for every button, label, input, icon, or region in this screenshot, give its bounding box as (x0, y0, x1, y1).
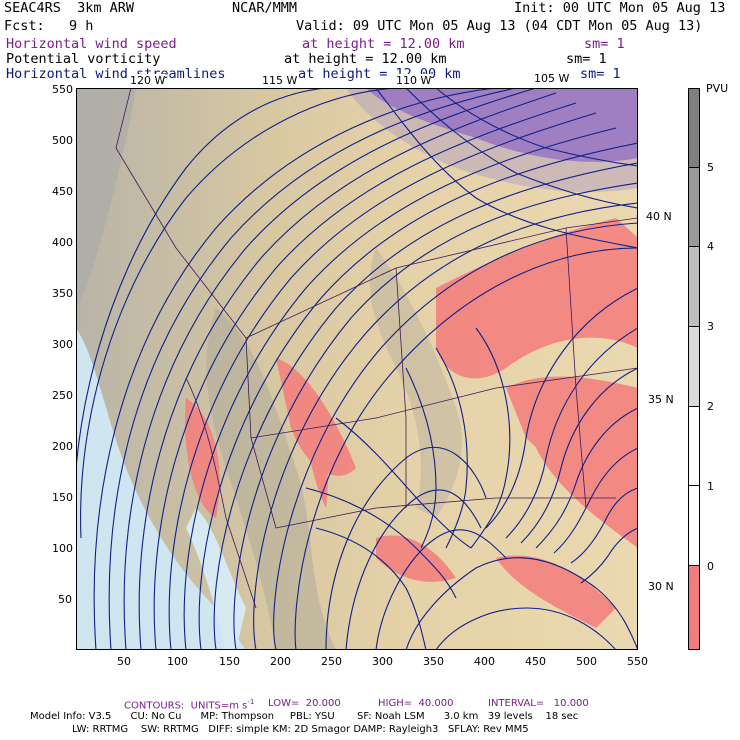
x-tick-200: 200 (270, 655, 291, 668)
field-2-sm: sm= 1 (566, 51, 607, 67)
colorbar-swatch-5 (688, 406, 700, 486)
footer-low: LOW= 20.000 (268, 698, 341, 709)
x-tick-550: 550 (627, 655, 648, 668)
init-time: Init: 00 UTC Mon 05 Aug 13 (514, 0, 726, 16)
x-tick-150: 150 (219, 655, 240, 668)
map-panel (76, 88, 638, 650)
field-1-name: Horizontal wind speed (6, 36, 177, 52)
mountain-shading-2 (369, 248, 463, 518)
jet-core (366, 88, 638, 162)
colorbar-label-1: 1 (707, 480, 714, 493)
colorbar-swatch-2 (688, 167, 700, 247)
y-tick-350: 350 (52, 287, 73, 300)
field-1-sm: sm= 1 (584, 36, 625, 52)
y-tick-400: 400 (52, 236, 73, 249)
x-tick-400: 400 (474, 655, 495, 668)
x-tick-50: 50 (117, 655, 131, 668)
colorbar-swatch-1 (688, 88, 700, 168)
lat-label-40n: 40 N (646, 210, 672, 223)
title-left: SEAC4RS 3km ARW (4, 0, 135, 16)
contours-units-sup: -1 (247, 698, 255, 706)
lon-label-105w: 105 W (534, 72, 570, 85)
y-tick-500: 500 (52, 134, 73, 147)
field-3-sm: sm= 1 (580, 66, 621, 82)
forecast-hour: Fcst: 9 h (4, 18, 94, 34)
high-terrain-nw (76, 88, 136, 308)
y-tick-250: 250 (52, 389, 73, 402)
y-tick-450: 450 (52, 185, 73, 198)
y-tick-150: 150 (52, 491, 73, 504)
colorbar-label-2: 2 (707, 400, 714, 413)
lon-label-115w: 115 W (262, 74, 298, 87)
colorbar-label-4: 4 (707, 240, 714, 253)
colorbar-swatch-7 (688, 565, 700, 650)
lat-label-35n: 35 N (648, 393, 674, 406)
colorbar-swatch-3 (688, 246, 700, 327)
y-tick-100: 100 (52, 542, 73, 555)
streamlines (76, 88, 638, 650)
valid-time: Valid: 09 UTC Mon 05 Aug 13 (04 CDT Mon … (296, 18, 703, 34)
y-tick-50: 50 (58, 593, 72, 606)
mountain-shading (206, 308, 336, 650)
map-frame (76, 88, 638, 650)
footer-contours: CONTOURS: UNITS=m s-1 (124, 698, 254, 711)
x-tick-500: 500 (576, 655, 597, 668)
lon-label-110w: 110 W (396, 74, 432, 87)
y-tick-300: 300 (52, 338, 73, 351)
wind-speed-contour (346, 88, 638, 192)
x-tick-450: 450 (525, 655, 546, 668)
lon-label-120w: 120 W (130, 74, 166, 87)
colorbar-label-0: 0 (707, 560, 714, 573)
field-3-height: at height = 12.00 km (298, 66, 461, 82)
field-2-height: at height = 12.00 km (284, 51, 447, 67)
colorbar-unit: PVU (706, 82, 729, 95)
colorbar-label-3: 3 (707, 320, 714, 333)
lat-label-30n: 30 N (648, 580, 674, 593)
footer-model-info: Model Info: V3.5 CU: No Cu MP: Thompson … (30, 711, 579, 722)
y-tick-550: 550 (52, 83, 73, 96)
x-tick-250: 250 (321, 655, 342, 668)
political-boundaries (115, 88, 638, 609)
footer-interval: INTERVAL= 10.000 (488, 698, 589, 709)
x-tick-350: 350 (423, 655, 444, 668)
gulf-of-california (186, 508, 246, 650)
title-center: NCAR/MMM (232, 0, 298, 16)
ocean-area (76, 328, 246, 650)
x-tick-300: 300 (372, 655, 393, 668)
field-3-name: Horizontal wind streamlines (6, 66, 226, 82)
field-1-height: at height = 12.00 km (302, 36, 465, 52)
footer-high: HIGH= 40.000 (378, 698, 454, 709)
colorbar-swatch-4 (688, 326, 700, 407)
y-tick-200: 200 (52, 440, 73, 453)
colorbar-label-5: 5 (707, 161, 714, 174)
colorbar-swatch-6 (688, 485, 700, 566)
footer-model-physics: LW: RRTMG SW: RRTMG DIFF: simple KM: 2D … (72, 724, 529, 735)
field-2-name: Potential vorticity (6, 51, 161, 67)
contours-units: CONTOURS: UNITS=m s (124, 700, 248, 712)
x-tick-100: 100 (167, 655, 188, 668)
